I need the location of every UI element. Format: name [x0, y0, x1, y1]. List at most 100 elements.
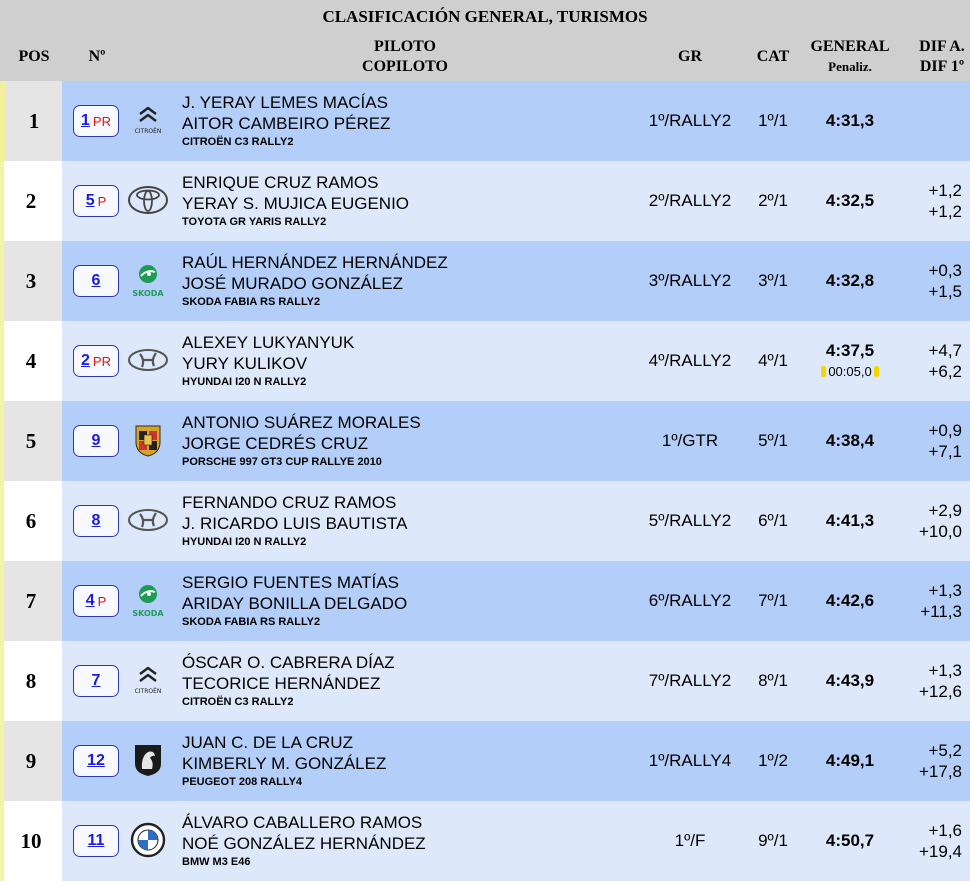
header-gr: GR [678, 48, 702, 65]
general-time: 4:32,5 [825, 191, 875, 210]
codriver-name: ARIDAY BONILLA DELGADO [182, 594, 408, 613]
driver-name: ÁLVARO CABALLERO RAMOS [182, 813, 423, 832]
citroen-logo-icon: CITROËNCITROËN [126, 659, 170, 701]
car-number-link[interactable]: 1 PR [73, 105, 119, 137]
svg-text:SKODA: SKODA [132, 609, 164, 618]
skoda-logo-icon: SKODASKODA [126, 259, 170, 301]
table-row: 5 9 ANTONIO SUÁREZ MORALES JORGE CEDRÉS CRU… [0, 401, 970, 481]
car-number-link[interactable]: 6 [73, 265, 119, 297]
header-num: Nº [88, 48, 106, 65]
results-table: 11PRCITROËNCITROËNJ. YERAY LEMES MACÍASA… [0, 81, 970, 881]
diff-previous: +2,9 [928, 501, 962, 520]
general-time: 4:31,3 [825, 111, 875, 130]
group-position: 1º/RALLY4 [648, 751, 732, 770]
crew: JUAN C. DE LA CRUZ KIMBERLY M. GONZÁLEZ PE… [182, 732, 386, 790]
driver-name: ALEXEY LUKYANYUK [182, 333, 355, 352]
car-number-link[interactable]: 9 [73, 425, 119, 457]
group-position: 7º/RALLY2 [648, 671, 732, 690]
car-number[interactable]: 6 [91, 272, 101, 289]
driver-name: SERGIO FUENTES MATÍAS [182, 573, 399, 592]
codriver-name: JORGE CEDRÉS CRUZ [182, 434, 369, 453]
crew: ÓSCAR O. CABRERA DÍAZ TECORICE HERNÁNDEZ C… [182, 652, 395, 710]
diff-previous: +0,3 [928, 261, 962, 280]
driver-name: J. YERAY LEMES MACÍAS [182, 93, 388, 112]
group-position: 6º/RALLY2 [648, 591, 732, 610]
car-number[interactable]: 1 [81, 112, 90, 129]
bmw-logo-icon [126, 819, 170, 861]
car-number-link[interactable]: 11 [73, 825, 119, 857]
car-number[interactable]: 2 [81, 352, 90, 369]
crew: ENRIQUE CRUZ RAMOS YERAY S. MUJICA EUGENI… [182, 172, 409, 230]
header-piloto: PILOTO [374, 38, 436, 55]
car-number-link[interactable]: 12 [73, 745, 119, 777]
header-piloto-copiloto: PILOTO COPILOTO [300, 37, 510, 77]
car-number-link[interactable]: 7 [73, 665, 119, 697]
general-time: 4:41,3 [825, 511, 875, 530]
car-number[interactable]: 11 [87, 832, 105, 849]
diff-previous: +1,3 [928, 581, 962, 600]
hyundai-logo-icon [126, 499, 170, 541]
crew: ALEXEY LUKYANYUK YURY KULIKOV HYUNDAI I20 … [182, 332, 354, 390]
differences: +1,6 +19,4 [919, 820, 962, 862]
car-number[interactable]: 7 [91, 672, 101, 689]
header-dif-1: DIF 1º [919, 58, 965, 75]
position: 4 [0, 321, 62, 401]
crew: J. YERAY LEMES MACÍAS AITOR CAMBEIRO PÉRE… [182, 92, 390, 150]
table-row: 11PRCITROËNCITROËNJ. YERAY LEMES MACÍASA… [0, 81, 970, 161]
car-number[interactable]: 4 [85, 592, 95, 609]
group-position: 1º/GTR [661, 431, 719, 450]
differences: +0,9 +7,1 [928, 420, 962, 462]
general-time: 4:42,6 [825, 591, 875, 610]
crew: FERNANDO CRUZ RAMOS J. RICARDO LUIS BAUTI… [182, 492, 407, 550]
general-time-cell: 4:37,5 00:05,0 [800, 341, 900, 381]
toyota-logo-icon [126, 179, 170, 221]
porsche-logo-icon [126, 419, 170, 461]
car-model: PEUGEOT 208 RALLY4 [182, 776, 303, 788]
category-position: 4º/1 [758, 351, 788, 370]
differences: +2,9 +10,0 [919, 500, 962, 542]
position: 9 [0, 721, 62, 801]
table-row: 9 12 JUAN C. DE LA CRUZ KIMBERLY M. GONZÁLE… [0, 721, 970, 801]
table-row: 6 8 FERNANDO CRUZ RAMOS J. RICARDO LUIS BAU… [0, 481, 970, 561]
table-title: CLASIFICACIÓN GENERAL, TURISMOS [0, 0, 970, 33]
priority-badge: P [97, 593, 107, 609]
general-time: 4:43,9 [825, 671, 875, 690]
priority-badge: P [97, 193, 107, 209]
position: 5 [0, 401, 62, 481]
diff-first: +1,2 [928, 202, 962, 221]
svg-text:CITROËN: CITROËN [135, 128, 162, 135]
category-position: 2º/1 [758, 191, 788, 210]
diff-previous: +1,3 [928, 661, 962, 680]
codriver-name: YERAY S. MUJICA EUGENIO [182, 194, 410, 213]
diff-first: +17,8 [918, 762, 962, 781]
category-position: 3º/1 [758, 271, 788, 290]
diff-first: +1,5 [928, 282, 962, 301]
car-number[interactable]: 9 [91, 432, 101, 449]
general-time: 4:49,1 [825, 751, 875, 770]
category-position: 7º/1 [758, 591, 788, 610]
position: 3 [0, 241, 62, 321]
priority-badge: PR [92, 113, 111, 129]
crew: ÁLVARO CABALLERO RAMOS NOÉ GONZÁLEZ HERNÁ… [182, 812, 426, 870]
position: 7 [0, 561, 62, 641]
skoda-logo-icon: SKODASKODA [126, 579, 170, 621]
table-header: POS Nº PILOTO COPILOTO GR CAT GENERAL Pe… [0, 33, 970, 81]
table-row: 4 2 PR ALEXEY LUKYANYUK YURY KULIKOV HYUNDAI … [0, 321, 970, 401]
car-model: PORSCHE 997 GT3 CUP RALLYE 2010 [182, 456, 382, 468]
car-model: SKODA FABIA RS RALLY2 [182, 296, 321, 308]
car-number-link[interactable]: 2 PR [73, 345, 119, 377]
car-number[interactable]: 5 [85, 192, 95, 209]
diff-previous: +4,7 [928, 341, 962, 360]
codriver-name: J. RICARDO LUIS BAUTISTA [182, 514, 408, 533]
diff-previous: +1,2 [928, 181, 962, 200]
diff-previous: +0,9 [928, 421, 962, 440]
car-number-link[interactable]: 8 [73, 505, 119, 537]
car-number[interactable]: 12 [87, 752, 105, 769]
car-number[interactable]: 8 [91, 512, 101, 529]
position: 1 [0, 81, 62, 161]
diff-first: +11,3 [920, 602, 962, 621]
general-time: 4:32,8 [825, 271, 875, 290]
category-position: 6º/1 [758, 511, 788, 530]
